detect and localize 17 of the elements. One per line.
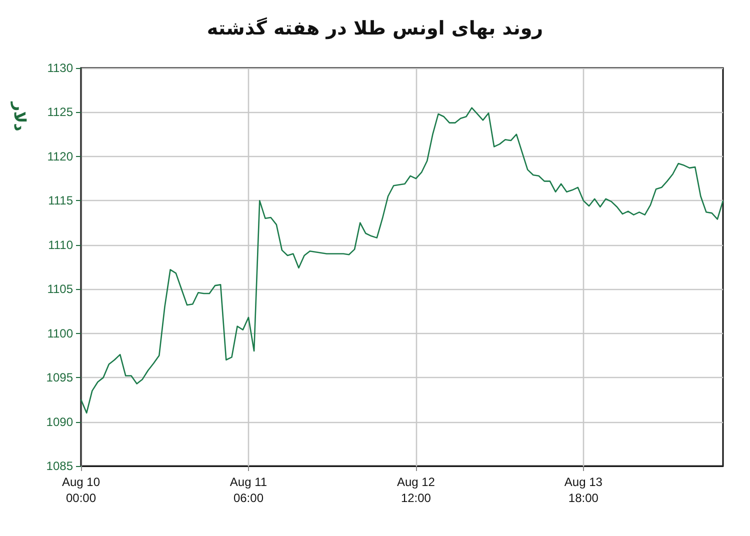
line-series: [80, 107, 724, 414]
chart-title: روند بهای اونس طلا در هفته گذشته: [206, 16, 544, 40]
x-tick-label: Aug 12 12:00: [396, 475, 436, 505]
x-tick-label: Aug 13 18:00: [564, 475, 603, 505]
y-tick-label: 1120: [47, 149, 74, 164]
y-tick-label: 1090: [46, 414, 74, 429]
y-tick-label: 1085: [46, 459, 74, 473]
y-axis-title: دلار: [10, 101, 30, 132]
x-tick-label: Aug 10 00:00: [62, 475, 100, 505]
y-tick-label: 1095: [46, 370, 74, 385]
x-tick-label: Aug 11 06:00: [230, 475, 268, 505]
y-tick-label: 1115: [48, 194, 74, 208]
y-tick-label: 1125: [47, 105, 74, 120]
y-tick-label: 1130: [47, 61, 74, 75]
y-tick-label: 1110: [48, 238, 74, 252]
y-tick-label: 1100: [47, 326, 74, 340]
y-tick-label: 1105: [47, 282, 74, 296]
